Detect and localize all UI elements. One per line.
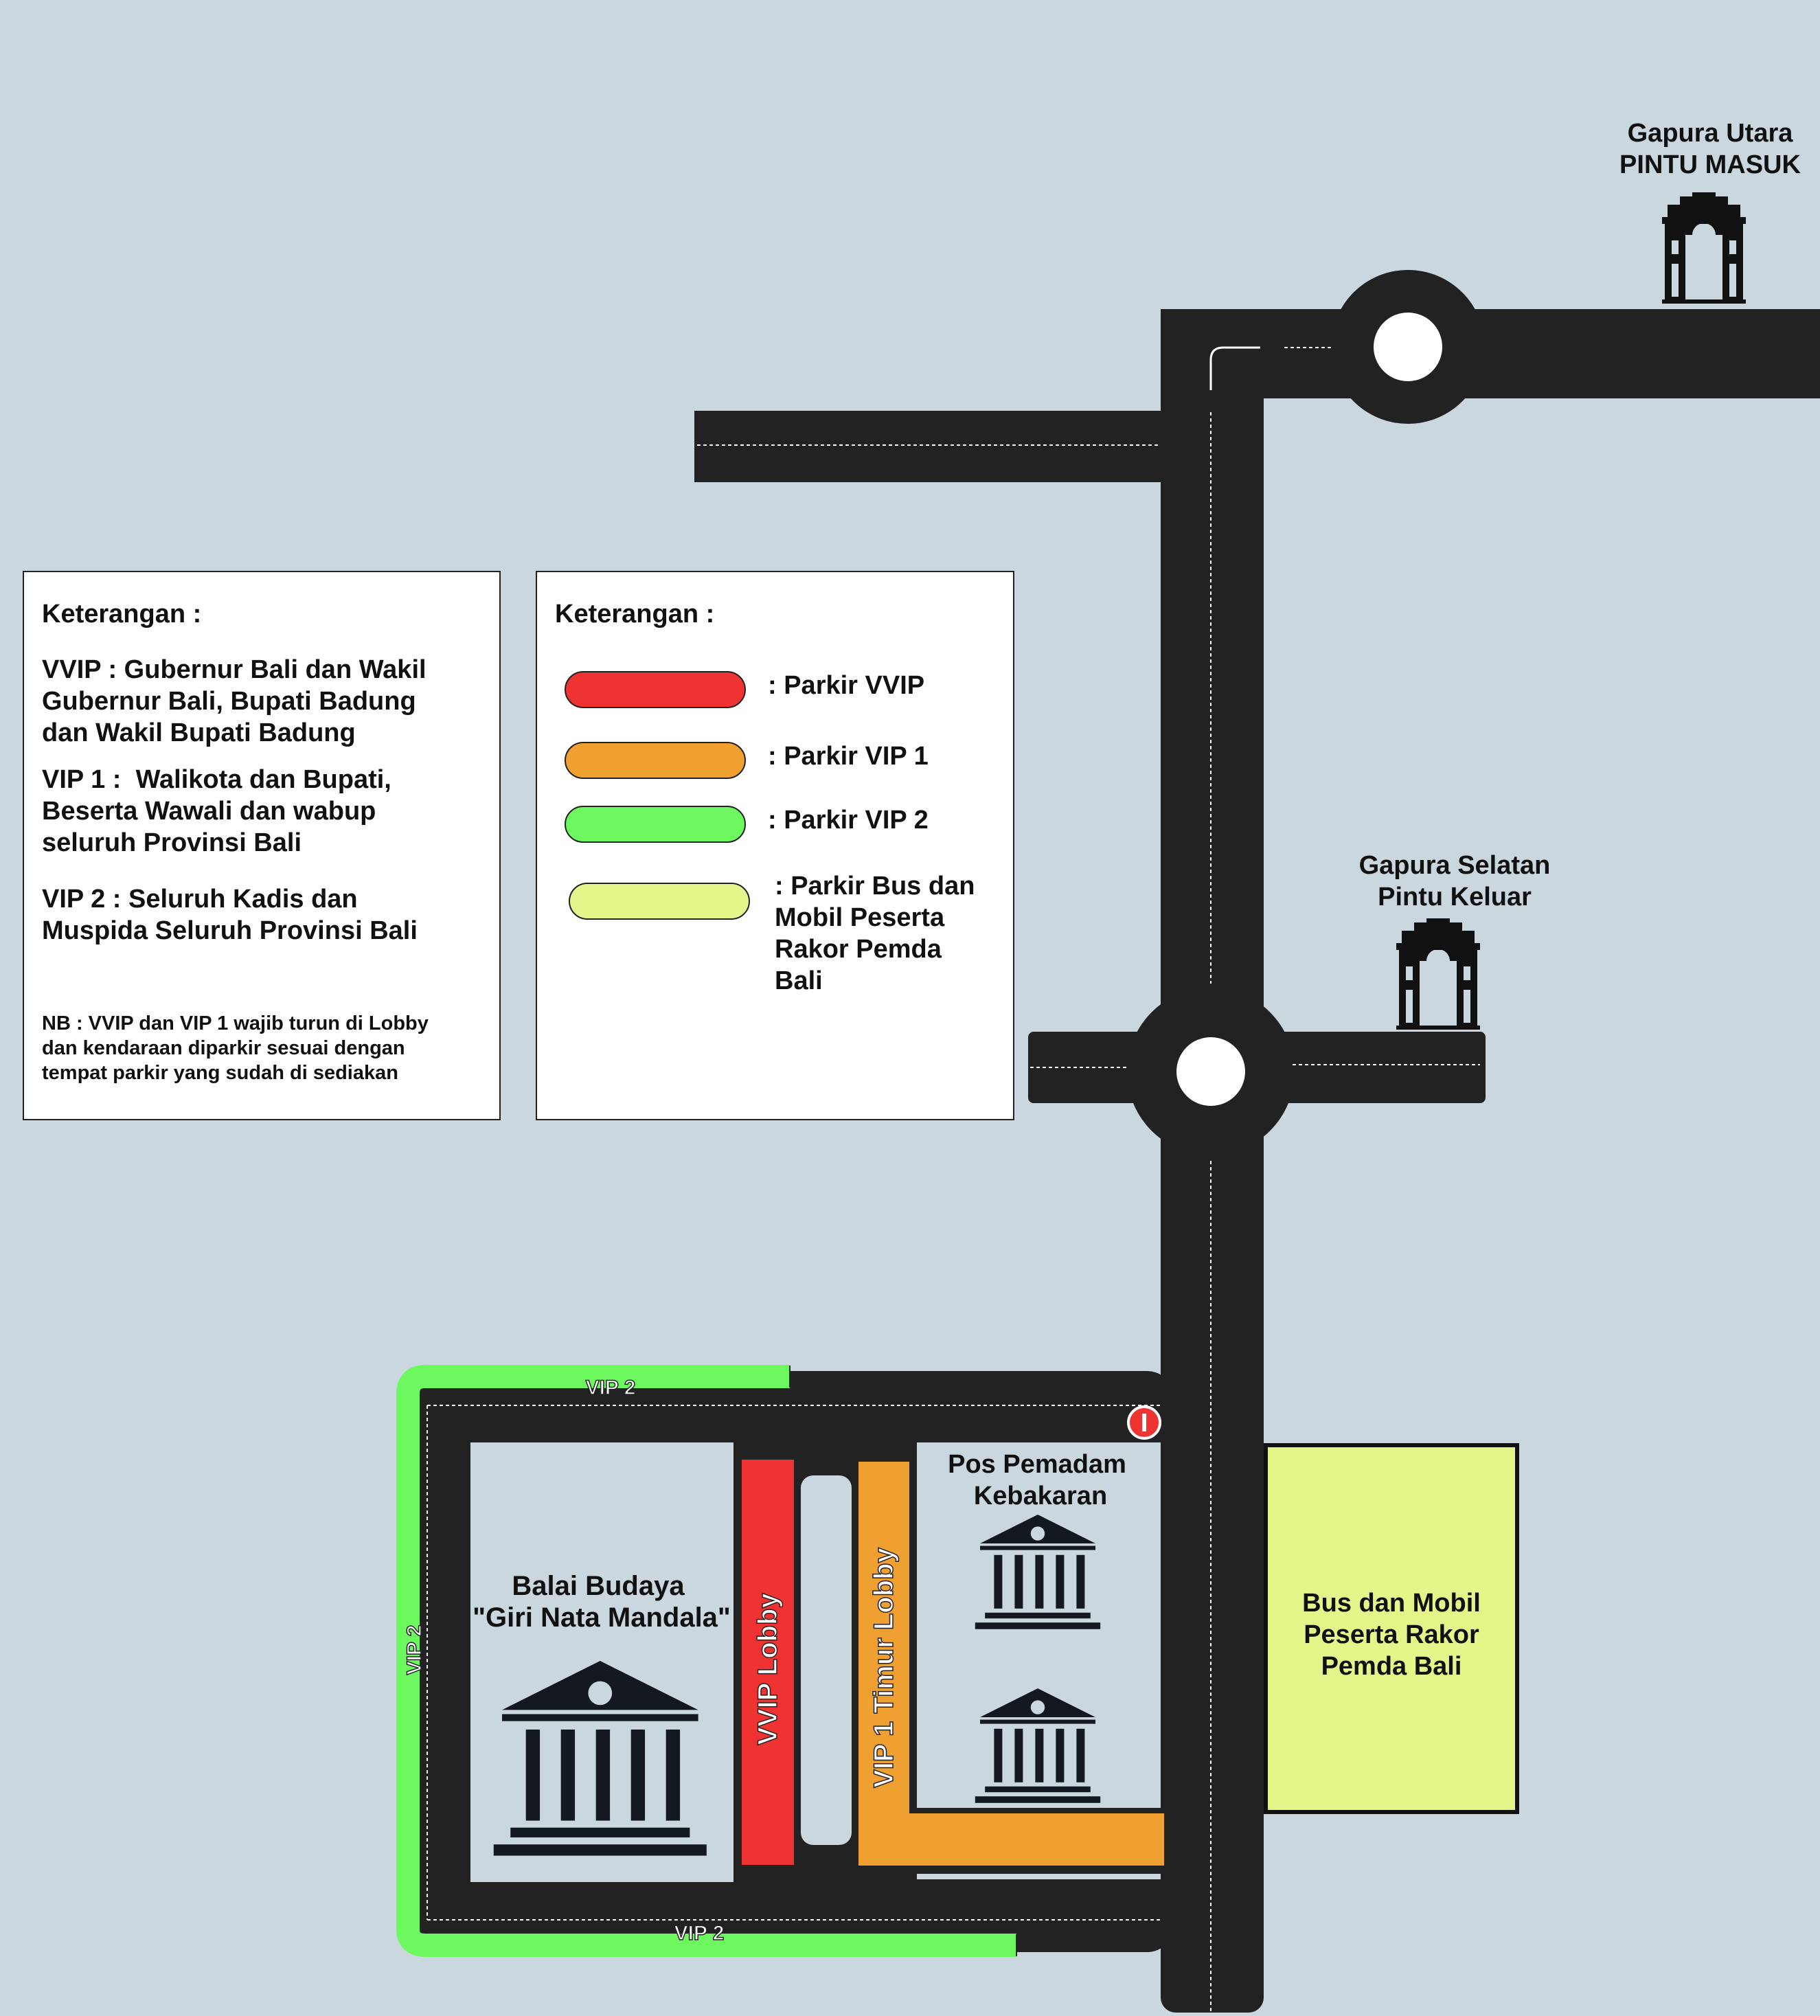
swatch-vip2 — [565, 806, 746, 843]
legend-label-vip1: : Parkir VIP 1 — [768, 742, 929, 771]
legend-label-vip2: : Parkir VIP 2 — [768, 806, 929, 835]
legend-vip2-line: VIP 2 : Seluruh Kadis dan — [42, 885, 358, 914]
legend-vvip-line: dan Wakil Bupati Badung — [42, 718, 356, 747]
legend-colors-title: Keterangan : — [555, 600, 715, 628]
fire-post-subname: Kebakaran — [974, 1482, 1107, 1510]
legend-label-bus-line: : Parkir Bus dan — [775, 872, 975, 901]
legend-label-bus-line: Rakor Pemda — [775, 935, 942, 964]
legend-vip1-desc: VIP 1 : Walikota dan Bupati, Beserta Waw… — [42, 764, 481, 859]
vip2-left-label: VIP 2 — [403, 1625, 426, 1675]
legend-vvip-line: Gubernur Bali, Bupati Badung — [42, 687, 416, 716]
legend-note: NB : VVIP dan VIP 1 wajib turun di Lobby… — [42, 1011, 481, 1085]
legend-item-vvip: : Parkir VVIP — [565, 671, 924, 708]
hall-subname: "Giri Nata Mandala" — [473, 1602, 731, 1633]
lobby-median — [801, 1475, 852, 1845]
legend-note-line: tempat parkir yang sudah di sediakan — [42, 1062, 398, 1084]
swatch-bus — [569, 883, 750, 920]
vvip-lobby-strip — [742, 1460, 794, 1865]
gate-south-icon — [1396, 918, 1480, 1030]
legend-item-vip2: : Parkir VIP 2 — [565, 806, 929, 843]
legend-info-box: Keterangan : VVIP : Gubernur Bali dan Wa… — [23, 571, 501, 1120]
legend-label-bus-line: Bali — [775, 966, 823, 995]
legend-note-line: NB : VVIP dan VIP 1 wajib turun di Lobby — [42, 1012, 429, 1034]
vip1-lobby-label: VIP 1 Timur Lobby — [869, 1547, 899, 1787]
legend-item-bus: : Parkir Bus dan Mobil Peserta Rakor Pem… — [569, 872, 975, 997]
gate-north-icon — [1662, 192, 1746, 304]
legend-vvip-desc: VVIP : Gubernur Bali dan Wakil Gubernur … — [42, 654, 481, 749]
legend-label-vvip: : Parkir VVIP — [768, 671, 925, 700]
vip1-lobby-strip — [858, 1462, 1164, 1866]
hall-name: Balai Budaya — [512, 1571, 685, 1601]
bus-parking-area — [1264, 1443, 1519, 1814]
vvip-lobby-label: VVIP Lobby — [753, 1592, 783, 1745]
vip2-parking-strip — [396, 1365, 1017, 1957]
legend-info-title: Keterangan : — [42, 600, 202, 628]
legend-note-line: dan kendaraan diparkir sesuai dengan — [42, 1037, 405, 1059]
fire-post-name: Pos Pemadam — [948, 1450, 1126, 1479]
legend-item-vip1: : Parkir VIP 1 — [565, 742, 929, 779]
gate-north-sub: PINTU MASUK — [1619, 150, 1801, 179]
legend-vip2-desc: VIP 2 : Seluruh Kadis dan Muspida Seluru… — [42, 883, 481, 947]
gate-south-name: Gapura Selatan — [1359, 851, 1551, 880]
gate-north-name: Gapura Utara — [1628, 119, 1794, 148]
legend-vvip-line: VVIP : Gubernur Bali dan Wakil — [42, 655, 426, 684]
swatch-vvip — [565, 671, 746, 708]
legend-label-bus: : Parkir Bus dan Mobil Peserta Rakor Pem… — [775, 870, 975, 997]
vip2-top-label: VIP 2 — [586, 1377, 636, 1399]
bus-parking-line2: Peserta Rakor — [1304, 1620, 1479, 1649]
legend-colors-box: Keterangan : : Parkir VVIP : Parkir VIP … — [536, 571, 1014, 1120]
legend-vip1-line: Beserta Wawali dan wabup — [42, 797, 376, 826]
gate-south-sub: Pintu Keluar — [1378, 883, 1532, 911]
no-entry-icon — [1127, 1405, 1161, 1440]
legend-label-bus-line: Mobil Peserta — [775, 903, 945, 932]
bus-parking-line1: Bus dan Mobil — [1302, 1589, 1481, 1618]
legend-vip1-line: VIP 1 : Walikota dan Bupati, — [42, 765, 391, 794]
swatch-vip1 — [565, 742, 746, 779]
legend-vip1-line: seluruh Provinsi Bali — [42, 828, 302, 857]
bus-parking-line3: Pemda Bali — [1321, 1652, 1462, 1681]
legend-vip2-line: Muspida Seluruh Provinsi Bali — [42, 916, 418, 945]
vip2-bottom-label: VIP 2 — [674, 1922, 725, 1945]
